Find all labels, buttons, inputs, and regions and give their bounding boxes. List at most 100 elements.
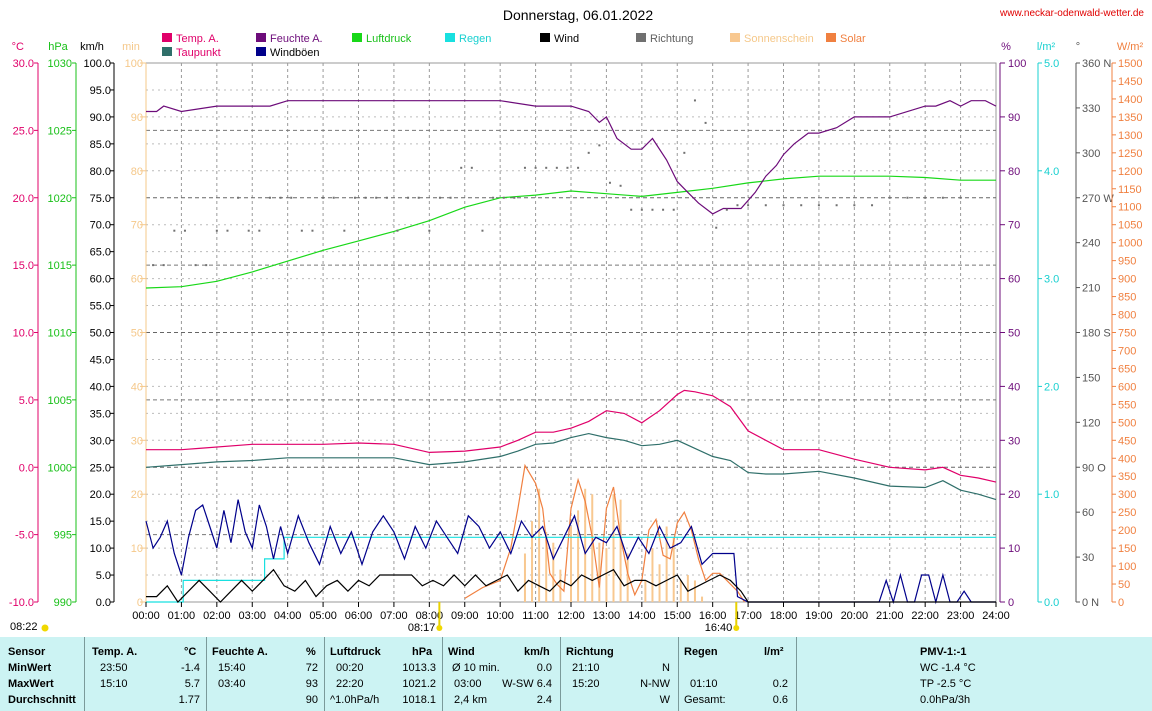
unit-direction: ° [1076,41,1080,53]
axis-label-pressure: 1030 [48,58,72,70]
rain-max-time: 01:10 [690,678,718,690]
unit-sun: min [122,41,140,53]
x-tick-label: 11:00 [522,610,549,622]
axis-label-wind: 30.0 [90,435,111,447]
axis-label-temp: 5.0 [19,395,34,407]
temp-avg: 1.77 [178,694,200,706]
direction-dot [800,204,803,207]
axis-label-temp: 0.0 [19,462,34,474]
axis-label-direction: 240 [1082,238,1100,250]
direction-dot [268,196,271,199]
axis-label-pressure: 1000 [48,462,72,474]
direction-dot [428,229,431,232]
axis-label-rain: 1.0 [1044,489,1059,501]
direction-dot [215,229,218,232]
x-tick-label: 13:00 [593,610,621,622]
humidity-min-value: 72 [305,662,318,674]
axis-label-temp: 25.0 [13,125,34,137]
axis-label-temp: 20.0 [13,193,34,205]
x-tick-label: 00:00 [132,610,160,622]
axis-units: °C hPa km/h min% l/m² ° W/m² [12,41,1144,53]
wind-max-value: W-SW 6.4 [502,678,552,690]
axis-label-direction: 120 [1082,417,1100,429]
direction-dot [279,196,282,199]
x-tick-label: 15:00 [663,610,691,622]
direction-dot [162,264,165,267]
axis-label-wind: 55.0 [90,301,111,313]
legend-label-0: Temp. A. [176,33,219,45]
axis-label-solar: 1400 [1118,94,1142,106]
axis-label-pressure: 1005 [48,395,72,407]
axis-label-solar: 200 [1118,525,1136,537]
series-line-feuchte-a- [146,100,997,215]
axis-label-solar: 950 [1118,256,1136,268]
axis-label-solar: 1250 [1118,148,1142,160]
axis-label-pressure: 1020 [48,193,72,205]
axis-label-solar: 550 [1118,399,1136,411]
direction-min-time: 21:10 [572,662,600,674]
rain-unit: l/m² [764,646,784,658]
axis-label-wind: 95.0 [90,85,111,97]
axis-label-wind: 45.0 [90,354,111,366]
direction-dot [662,208,665,211]
axis-label-wind: 40.0 [90,381,111,393]
direction-dot [587,151,590,154]
website-link[interactable]: www.neckar-odenwald-wetter.de [999,8,1144,19]
unit-solar: W/m² [1117,41,1144,53]
axis-label-humidity: 80 [1008,166,1020,178]
axis-label-solar: 1500 [1118,58,1142,70]
row-label-sensor: Sensor [8,646,46,658]
direction-dot [247,229,250,232]
direction-dot [364,196,367,199]
legend-label-9: Solar [840,33,866,45]
axis-label-pressure: 1025 [48,125,72,137]
sun-markers: 08:17 16:40 08:22 [10,602,740,634]
axis-label-direction: 60 [1082,507,1094,519]
pmv-trend: 0.0hPa/3h [920,694,971,706]
statistics-table: Sensor MinWert MaxWert Durchschnitt Temp… [0,637,1152,711]
wind-avg: 2.4 [536,694,552,706]
axis-label-sun: 0 [137,597,143,609]
direction-dot [258,229,261,232]
direction-dot [332,196,335,199]
direction-dot [704,121,707,124]
legend-swatch-8 [730,33,740,42]
axis-label-wind: 25.0 [90,462,111,474]
axis-label-wind: 35.0 [90,408,111,420]
axis-label-wind: 85.0 [90,139,111,151]
humidity-avg: 90 [305,694,318,706]
unit-rain: l/m² [1037,41,1056,53]
grid [145,62,997,603]
x-axis: 00:00 01:00 02:00 03:00 04:00 05:00 06:00 07:00… [132,602,1010,622]
direction-dot [300,229,303,232]
x-tick-label: 05:00 [309,610,337,622]
axis-label-sun: 60 [131,274,143,286]
wind-min-value: 0.0 [536,662,552,674]
direction-dot [764,204,767,207]
axis-label-sun: 50 [131,328,143,340]
axis-label-wind: 100.0 [83,58,111,70]
pressure-trend: ^1.0hPa/h [330,694,380,706]
axis-label-pressure: 995 [54,530,72,542]
axes: -10.0 -5.0 0.0 5.0 10.0 15.0 20.0 25.0 30.0 990 99… [9,58,1143,609]
direction-dot [853,204,856,207]
rain-header: Regen [684,646,718,658]
direction-dot [385,196,388,199]
axis-label-temp: 10.0 [13,328,34,340]
temp-max-time: 15:10 [100,678,128,690]
unit-humidity: % [1001,41,1011,53]
axis-label-solar: 100 [1118,561,1136,573]
x-tick-label: 20:00 [841,610,869,622]
direction-dot [407,196,410,199]
axis-label-solar: 900 [1118,274,1136,286]
legend-label-6: Wind [554,33,579,45]
wind-header: Wind [448,646,475,658]
direction-dot [183,229,186,232]
axis-label-rain: 2.0 [1044,381,1059,393]
temp-max-value: 5.7 [184,678,200,690]
direction-dot [555,166,558,169]
axis-label-solar: 850 [1118,292,1136,304]
direction-dot [640,208,643,211]
row-label-max: MaxWert [8,678,54,690]
axis-label-wind: 20.0 [90,489,111,501]
